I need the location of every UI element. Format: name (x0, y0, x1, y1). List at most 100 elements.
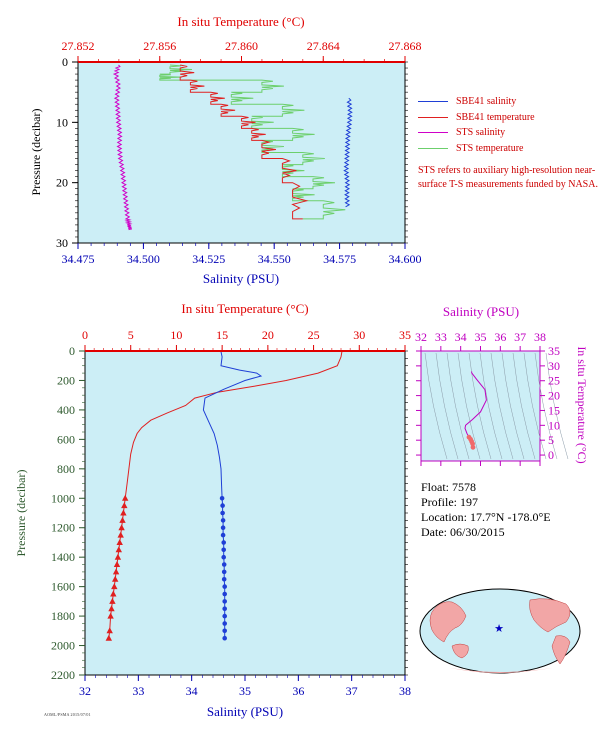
legend-item: STS salinity (418, 125, 535, 141)
legend-swatch (418, 132, 448, 134)
top-temperature-axis-title: In situ Temperature (°C) (177, 14, 304, 29)
top-sal-tick-label: 34.600 (389, 252, 422, 266)
main-pressure-tick-label: 2200 (51, 668, 75, 682)
temperature-marker (115, 546, 122, 553)
main-pressure-axis-title: Pressure (decibar) (14, 470, 28, 557)
top-sal-tick-label: 34.575 (323, 252, 356, 266)
footer-code: AOML/PSMA 2015/07/01 (44, 712, 91, 717)
top-sal-tick-label: 34.475 (62, 252, 95, 266)
density-contour (523, 352, 547, 460)
main-temp-tick-label: 10 (170, 328, 182, 342)
ts-sal-tick-label: 33 (435, 330, 447, 344)
ts-temperature-axis-title: In situ Temperature (°C) (575, 346, 589, 463)
salinity-marker (221, 577, 227, 582)
salinity-marker (220, 503, 225, 508)
density-contour (534, 352, 558, 460)
ts-sal-tick-label: 36 (494, 330, 506, 344)
main-pressure-tick-label: 200 (57, 373, 75, 387)
top-pressure-tick-label: 30 (56, 236, 68, 250)
main-temp-tick-label: 35 (399, 328, 411, 342)
ts-temp-tick-label: 15 (548, 403, 560, 417)
float-id: Float: 7578 (421, 480, 477, 494)
density-contour (490, 352, 514, 460)
top-pressure-tick-label: 20 (56, 176, 68, 190)
temperature-marker (109, 597, 116, 604)
legend-label: STS temperature (456, 142, 524, 154)
temperature-marker (120, 509, 127, 516)
profile-number: Profile: 197 (421, 495, 478, 509)
series-sts-salinity (112, 64, 133, 231)
temperature-marker (113, 561, 121, 567)
main-sal-tick-label: 36 (292, 684, 304, 698)
main-salinity-axis-title: Salinity (PSU) (207, 704, 283, 719)
salinity-marker (222, 635, 227, 641)
ts-panel-series (464, 371, 487, 450)
salinity-marker (220, 518, 226, 523)
ts-plot-area (420, 350, 541, 462)
temperature-marker (116, 539, 123, 545)
salinity-marker (222, 584, 227, 589)
temperature-marker (106, 627, 113, 634)
legend-swatch (418, 101, 448, 103)
map-land-australia (451, 643, 469, 659)
temperature-marker (111, 583, 118, 590)
main-pressure-tick-label: 0 (69, 344, 75, 358)
main-pressure-tick-label: 1200 (51, 521, 75, 535)
legend-item: SBE41 salinity (418, 94, 535, 110)
temperature-marker (114, 553, 122, 560)
main-pressure-tick-label: 1000 (51, 491, 75, 505)
main-sal-tick-label: 34 (186, 684, 198, 698)
profile-date: Date: 06/30/2015 (421, 525, 505, 539)
main-panel-ticks: 0 5 10 15 20 25 30 35 32 33 34 35 36 37 38 0 200 400 600 80… (51, 328, 411, 698)
main-panel: In situ Temperature (°C) Salinity (PSU) … (14, 301, 411, 719)
temperature-marker (121, 502, 128, 509)
main-pressure-tick-label: 400 (57, 403, 75, 417)
main-panel-series (105, 351, 343, 641)
map-float-location-marker: ★ (494, 623, 504, 635)
salinity-marker (222, 621, 227, 626)
ts-temp-tick-label: 0 (548, 448, 554, 462)
main-pressure-tick-label: 600 (57, 432, 75, 446)
main-sal-tick-label: 32 (79, 684, 91, 698)
main-temp-tick-label: 15 (216, 328, 228, 342)
temperature-marker (110, 590, 117, 597)
legend-label: SBE41 salinity (456, 96, 517, 107)
ts-density-contours (424, 352, 569, 460)
salinity-marker (221, 540, 226, 545)
legend-item: SBE41 temperature (418, 110, 535, 126)
density-contour (457, 352, 481, 460)
density-contour (435, 352, 459, 460)
top-temp-tick-label: 27.856 (143, 39, 176, 53)
series-sbe41-temperature (179, 64, 309, 220)
main-temp-tick-label: 20 (262, 328, 274, 342)
top-sal-tick-label: 34.525 (192, 252, 225, 266)
ts-temp-tick-label: 35 (548, 344, 560, 358)
ts-temp-tick-label: 20 (548, 389, 560, 403)
ts-sal-tick-label: 37 (514, 330, 526, 344)
main-temp-tick-label: 25 (308, 328, 320, 342)
salinity-marker (222, 613, 227, 619)
map-land-asia (429, 601, 467, 643)
density-contour (468, 352, 492, 460)
temperature-marker (108, 605, 115, 612)
main-pressure-tick-label: 2000 (51, 639, 75, 653)
top-sal-tick-label: 34.500 (127, 252, 160, 266)
float-info: Float: 7578 Profile: 197 Location: 17.7°… (421, 480, 551, 540)
ts-temp-tick-label: 5 (548, 433, 554, 447)
main-sal-tick-label: 33 (132, 684, 144, 698)
temperature-marker (122, 494, 129, 501)
legend-label: STS salinity (456, 127, 506, 138)
top-temp-tick-label: 27.860 (225, 39, 258, 53)
float-location: Location: 17.7°N -178.0°E (421, 510, 551, 524)
main-sal-tick-label: 38 (399, 684, 411, 698)
map-land-south-america (551, 635, 571, 665)
temperature-marker (112, 568, 120, 575)
salinity-marker (222, 599, 227, 604)
legend-swatch (418, 147, 448, 149)
main-temp-tick-label: 5 (128, 328, 134, 342)
series-sts-temperature (159, 64, 346, 220)
legend-item: STS temperature (418, 141, 535, 157)
salinity-marker (221, 562, 227, 567)
